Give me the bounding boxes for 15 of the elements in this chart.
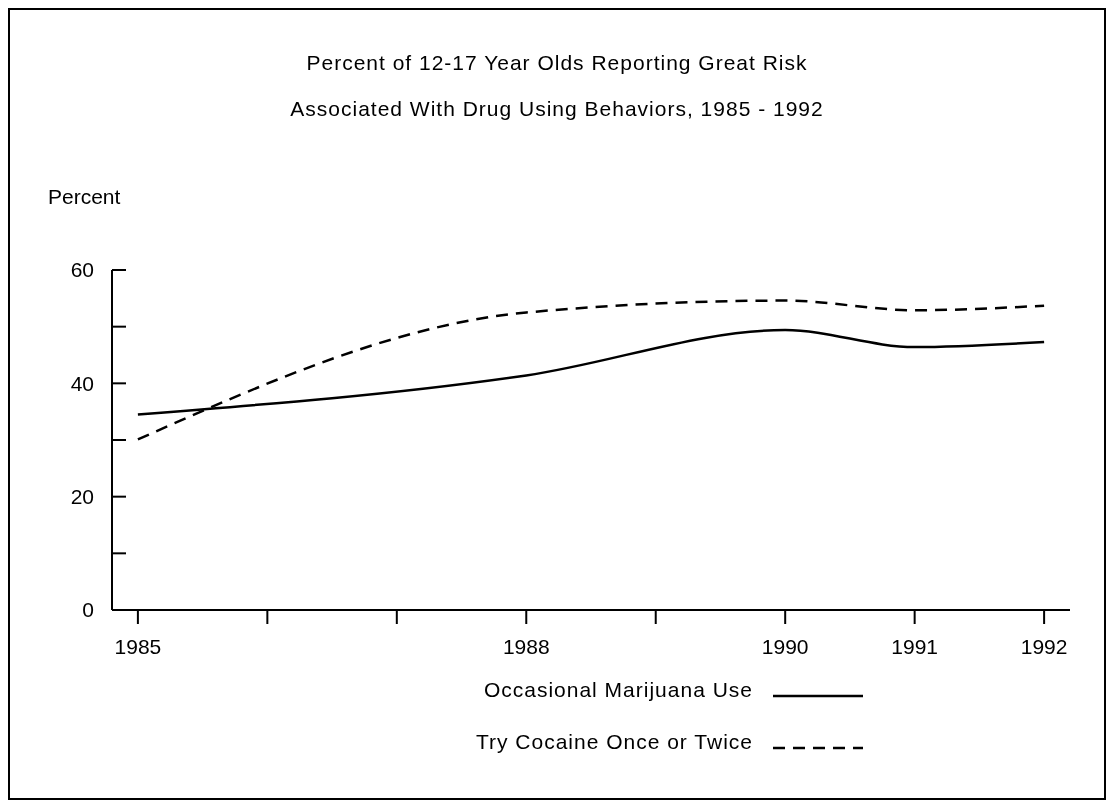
y-tick-label: 0 (82, 598, 94, 622)
legend-label: Try Cocaine Once or Twice (475, 730, 753, 754)
y-axis-title: Percent (48, 185, 121, 208)
y-tick-label: 20 (70, 485, 94, 509)
x-tick-label: 1988 (502, 635, 550, 658)
line-series (136, 299, 1046, 441)
x-tick-label: 1990 (761, 635, 809, 658)
legend-label: Occasional Marijuana Use (483, 678, 753, 702)
x-tick-label: 1992 (1020, 635, 1068, 658)
y-tick-label: 60 (70, 258, 94, 282)
x-tick-label: 1985 (114, 635, 162, 658)
y-tick-label: 40 (70, 371, 94, 395)
x-tick-label: 1991 (891, 635, 939, 658)
chart-subtitle: Associated With Drug Using Behaviors, 1985 - 1992 (290, 97, 824, 120)
chart-title: Percent of 12-17 Year Olds Reporting Great Risk (306, 51, 808, 74)
